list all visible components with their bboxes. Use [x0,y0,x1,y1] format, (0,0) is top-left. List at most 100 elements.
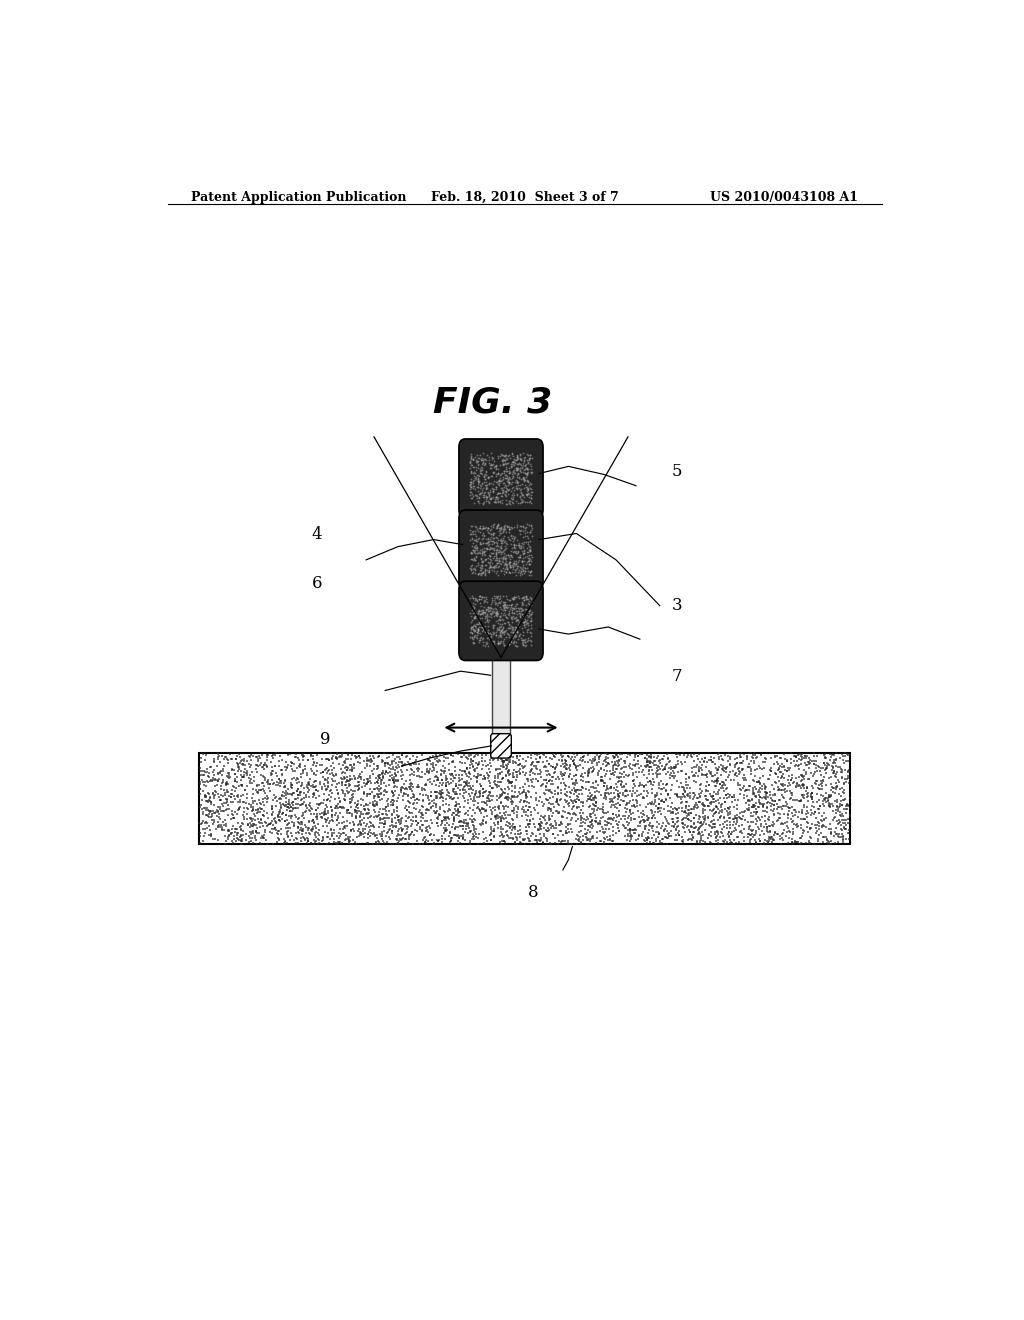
Point [384,803,400,824]
Point [474,797,490,818]
Point [424,829,440,850]
Point [419,760,435,781]
Point [420,821,436,842]
Point [459,772,475,793]
Point [214,793,230,814]
Point [492,585,508,606]
Point [496,564,512,585]
Point [520,768,537,789]
Point [246,767,262,788]
Point [817,743,834,764]
Point [749,759,765,780]
Point [515,470,531,491]
Point [319,772,336,793]
Point [471,599,487,620]
Point [412,766,428,787]
Point [501,590,517,611]
Point [800,783,816,804]
Point [488,550,505,572]
Point [501,463,517,484]
Point [375,804,391,825]
Point [464,543,480,564]
Point [530,791,547,812]
Point [793,777,809,799]
Point [621,813,637,834]
Point [249,755,265,776]
Point [518,532,535,553]
Point [599,743,615,764]
Point [344,787,360,808]
Point [488,624,505,645]
Point [790,744,806,766]
Point [505,801,521,822]
Point [485,523,502,544]
Point [635,809,651,830]
Point [346,793,362,814]
Point [521,454,538,475]
Point [335,743,351,764]
Point [617,781,634,803]
Point [796,775,812,796]
Point [500,825,516,846]
Point [828,797,845,818]
Point [494,444,510,465]
Point [260,774,276,795]
Point [515,469,531,490]
Point [761,810,777,832]
Point [828,796,845,817]
Point [482,523,499,544]
Point [359,774,376,795]
Point [477,461,494,482]
Point [474,479,490,500]
Point [217,800,233,821]
Point [564,821,581,842]
Point [285,775,301,796]
Point [462,754,478,775]
Point [586,799,602,820]
Point [809,792,825,813]
Point [228,748,245,770]
Point [531,820,548,841]
Point [284,751,300,772]
Point [709,772,725,793]
Point [494,792,510,813]
Point [288,793,304,814]
Point [386,762,402,783]
Point [462,821,478,842]
Point [218,789,234,810]
Point [711,747,727,768]
Point [796,820,812,841]
Point [518,457,535,478]
Point [520,830,537,851]
Point [459,766,475,787]
Point [294,820,310,841]
Point [599,783,615,804]
Point [379,832,395,853]
Point [501,562,517,583]
Point [472,623,488,644]
Point [434,779,451,800]
Point [340,776,356,797]
Point [606,795,623,816]
Point [719,756,735,777]
Point [483,747,500,768]
Point [357,774,374,795]
Point [583,812,599,833]
Point [466,746,482,767]
Point [779,760,796,781]
Point [468,590,484,611]
Point [477,461,494,482]
Point [497,553,513,574]
Point [206,812,222,833]
Point [568,781,585,803]
Point [794,785,810,807]
Point [729,766,745,787]
Point [506,622,522,643]
Point [494,743,510,764]
Point [377,754,393,775]
Point [538,770,554,791]
Point [374,813,390,834]
Point [745,796,762,817]
Point [798,763,814,784]
Point [596,821,612,842]
